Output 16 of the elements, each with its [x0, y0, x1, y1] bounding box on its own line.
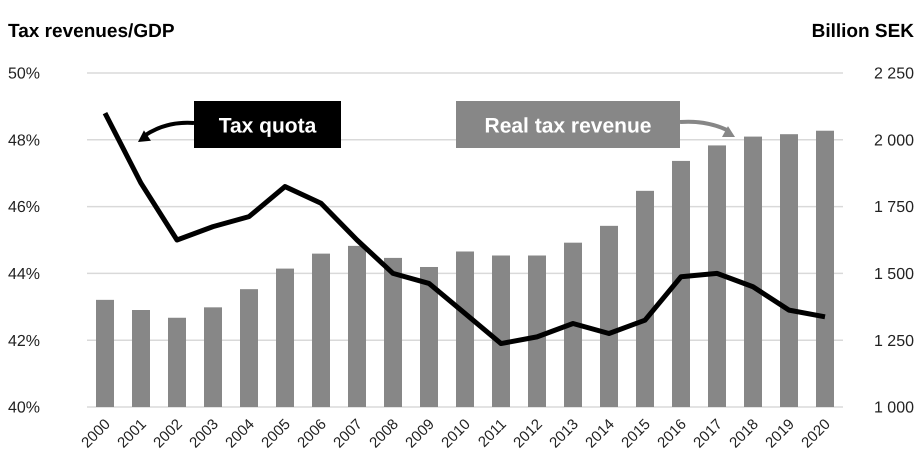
y2-tick-label: 1 250 — [874, 332, 914, 350]
y2-axis-title: Billion SEK — [812, 21, 914, 42]
y-tick-label: 50% — [8, 66, 40, 83]
y-tick-label: 46% — [8, 199, 40, 216]
y2-tick-label: 1 000 — [874, 400, 914, 417]
series-label: Real tax revenue — [484, 114, 652, 138]
y-tick-label: 42% — [8, 332, 40, 350]
y-tick-label: 44% — [8, 266, 40, 283]
y2-tick-label: 1 750 — [874, 199, 914, 216]
y-axis-title: Tax revenues/GDP — [8, 21, 175, 42]
y-tick-label: 48% — [8, 132, 40, 150]
y-tick-label: 40% — [8, 400, 40, 417]
y2-tick-label: 2 000 — [874, 132, 914, 150]
y2-tick-label: 2 250 — [874, 66, 914, 83]
legend-label: Tax quota — [218, 114, 317, 138]
y2-tick-label: 1 500 — [874, 266, 914, 283]
